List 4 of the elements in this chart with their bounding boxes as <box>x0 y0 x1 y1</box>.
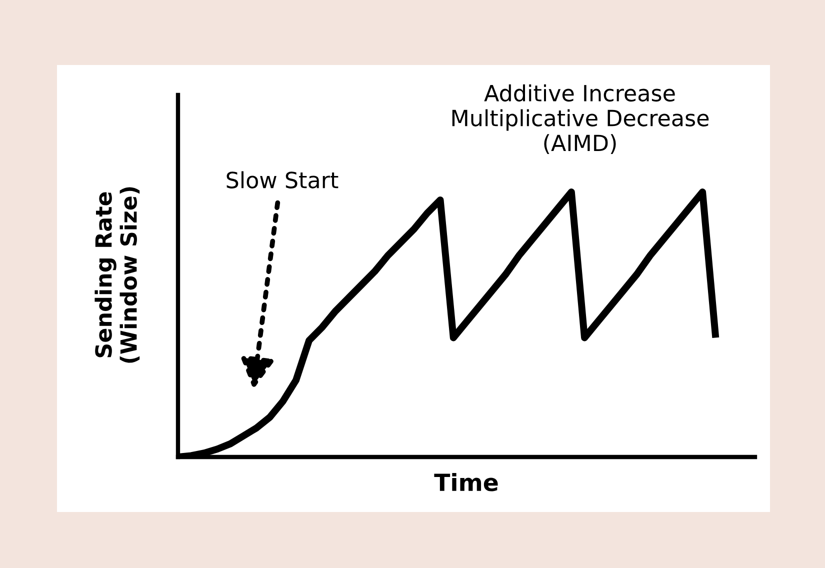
y-axis-title: Sending Rate (Window Size) <box>94 187 140 363</box>
text: Additive Increase Multiplicative Decrease (AIMD) <box>452 84 709 154</box>
x-axis-title: Time <box>434 472 498 492</box>
text: Slow Start <box>226 171 338 188</box>
